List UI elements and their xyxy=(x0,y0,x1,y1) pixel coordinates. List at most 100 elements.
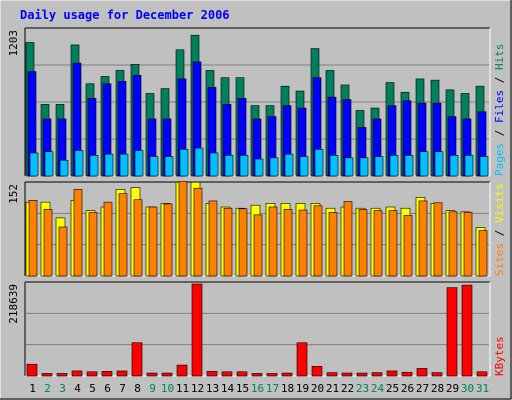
x-tick-label: 13 xyxy=(206,382,219,395)
bar-pages xyxy=(119,153,129,177)
bar-sites xyxy=(238,208,248,277)
bar-pages xyxy=(389,155,399,177)
bar-kbytes xyxy=(206,371,218,377)
bar-kbytes xyxy=(401,371,413,377)
x-tick-label: 27 xyxy=(416,382,429,395)
bar-sites xyxy=(88,212,98,277)
bar-sites xyxy=(418,200,428,277)
bar-sites xyxy=(148,206,158,277)
bar-sites xyxy=(43,209,53,277)
bar-sites xyxy=(403,215,413,277)
y-axis-series-label: KBytes xyxy=(493,336,506,376)
panel-kbytes: 218639 KBytes xyxy=(7,281,506,377)
y-axis-max-label: 152 xyxy=(7,184,20,204)
x-tick-label: 23 xyxy=(356,382,369,395)
y-axis-series-label-part: Files xyxy=(493,90,506,123)
bar-sites xyxy=(343,201,353,277)
bar-sites xyxy=(328,212,338,277)
bar-sites xyxy=(433,202,443,277)
bar-pages xyxy=(179,149,189,177)
x-tick-label: 17 xyxy=(266,382,279,395)
bar-sites xyxy=(58,226,68,277)
x-tick-label: 26 xyxy=(401,382,414,395)
bar-kbytes xyxy=(86,371,98,377)
bar-kbytes xyxy=(221,371,233,377)
bar-pages xyxy=(464,155,474,177)
bar-sites xyxy=(28,200,38,277)
y-axis-series-label-part: Hits xyxy=(493,44,506,71)
bar-pages xyxy=(209,152,219,177)
bar-pages xyxy=(284,153,294,177)
bar-sites xyxy=(388,210,398,277)
bar-pages xyxy=(449,155,459,177)
bar-kbytes xyxy=(236,371,248,377)
x-tick-label: 9 xyxy=(149,382,156,395)
x-tick-label: 22 xyxy=(341,382,354,395)
x-tick-label: 18 xyxy=(281,382,294,395)
bar-pages xyxy=(344,157,354,177)
x-tick-label: 14 xyxy=(221,382,235,395)
x-tick-label: 8 xyxy=(134,382,141,395)
bar-kbytes xyxy=(266,373,278,377)
x-tick-label: 5 xyxy=(89,382,96,395)
bar-kbytes xyxy=(251,373,263,377)
bar-sites xyxy=(283,209,293,277)
bar-kbytes xyxy=(56,373,68,377)
x-tick-label: 1 xyxy=(29,382,36,395)
x-tick-label: 4 xyxy=(74,382,81,395)
bar-kbytes xyxy=(476,371,488,377)
bar-pages xyxy=(359,157,369,177)
x-tick-label: 29 xyxy=(446,382,459,395)
bar-kbytes xyxy=(446,287,458,377)
x-tick-label: 12 xyxy=(191,382,204,395)
bar-pages xyxy=(329,155,339,177)
x-tick-label: 28 xyxy=(431,382,444,395)
bar-kbytes xyxy=(116,370,128,377)
bar-sites xyxy=(133,199,143,277)
bar-sites xyxy=(163,203,173,277)
bar-pages xyxy=(314,149,324,177)
chart-panels: 1203 Pages / Files / Hits 152 Sites / Visit… xyxy=(7,27,506,377)
bar-pages xyxy=(374,156,384,177)
x-axis-day-labels: 1 2 3 4 5 6 7 8 9 10 11 12 13 14 15 16 17 18 19 20 21 22 23 24 2… xyxy=(29,382,489,395)
bar-kbytes xyxy=(461,284,473,377)
bar-sites xyxy=(478,230,488,277)
x-tick-label: 21 xyxy=(326,382,339,395)
x-tick-label: 19 xyxy=(296,382,309,395)
bar-pages xyxy=(299,156,309,177)
bar-kbytes xyxy=(311,366,323,377)
bar-sites xyxy=(208,200,218,277)
y-axis-series-label: Sites / Visits xyxy=(493,183,506,276)
bar-pages xyxy=(479,156,489,177)
bar-kbytes xyxy=(386,370,398,377)
x-tick-label: 15 xyxy=(236,382,249,395)
panel-hits-files-pages: 1203 Pages / Files / Hits xyxy=(7,27,506,177)
x-tick-label: 16 xyxy=(251,382,264,395)
bar-kbytes xyxy=(41,373,53,377)
bar-pages xyxy=(419,151,429,177)
x-tick-label: 11 xyxy=(176,382,189,395)
y-axis-series-label-part: Sites xyxy=(493,243,506,276)
bar-pages xyxy=(74,150,84,177)
y-axis-series-label-part: Visits xyxy=(493,183,506,223)
x-tick-label: 3 xyxy=(59,382,66,395)
panel-visits-sites: 152 Sites / Visits xyxy=(7,181,506,277)
x-tick-label: 20 xyxy=(311,382,324,395)
bar-pages xyxy=(59,159,69,177)
bar-kbytes xyxy=(176,364,188,377)
bar-kbytes xyxy=(416,368,428,377)
bar-pages xyxy=(404,155,414,177)
bar-sites xyxy=(223,207,233,277)
bar-kbytes xyxy=(371,372,383,377)
y-axis-series-label-part: Pages xyxy=(493,143,506,176)
bar-kbytes xyxy=(131,342,143,377)
bar-kbytes xyxy=(26,363,38,377)
bar-sites xyxy=(463,212,473,277)
x-tick-label: 30 xyxy=(461,382,474,395)
y-axis-series-label-part: KBytes xyxy=(493,336,506,376)
x-tick-label: 10 xyxy=(161,382,174,395)
bar-pages xyxy=(239,155,249,177)
bar-sites xyxy=(358,209,368,277)
bar-kbytes xyxy=(71,370,83,377)
